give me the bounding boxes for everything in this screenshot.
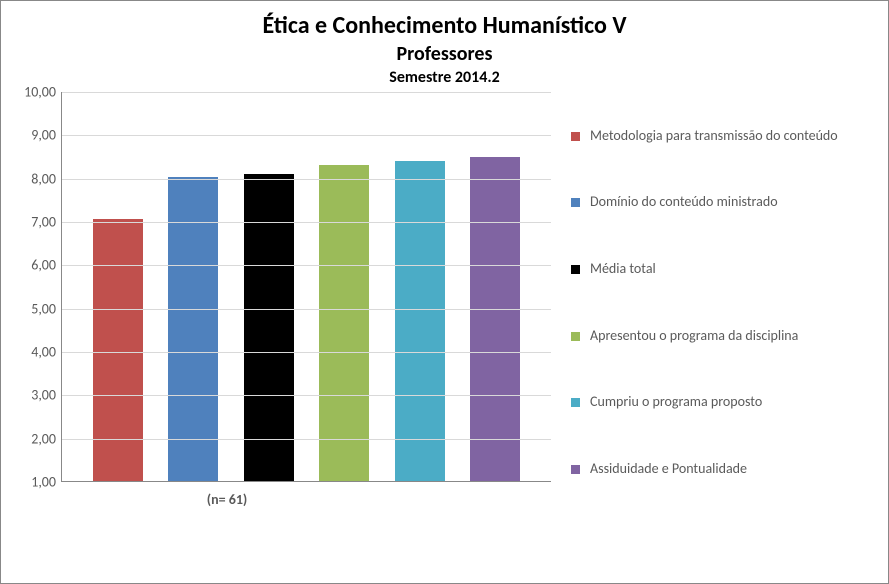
y-tick-label: 10,00 <box>14 84 56 101</box>
gridline <box>62 135 551 136</box>
legend-item: Domínio do conteúdo ministrado <box>571 193 851 211</box>
gridline <box>62 352 551 353</box>
y-tick-label: 9,00 <box>14 127 56 144</box>
y-tick-label: 4,00 <box>14 344 56 361</box>
gridline <box>62 265 551 266</box>
y-tick-label: 8,00 <box>14 170 56 187</box>
gridline <box>62 439 551 440</box>
legend-label: Metodologia para transmissão do conteúdo <box>590 127 838 145</box>
plot-area: 1,002,003,004,005,006,007,008,009,0010,0… <box>61 92 551 482</box>
legend-item: Metodologia para transmissão do conteúdo <box>571 127 851 145</box>
legend-label: Domínio do conteúdo ministrado <box>590 193 778 211</box>
legend-label: Assiduidade e Pontualidade <box>590 460 747 478</box>
legend-swatch <box>571 465 580 474</box>
legend-swatch <box>571 332 580 341</box>
y-tick-label: 1,00 <box>14 474 56 491</box>
bar-0 <box>93 219 143 481</box>
chart-title-sub2: Semestre 2014.2 <box>11 68 878 87</box>
gridline <box>62 222 551 223</box>
x-axis-label: (n= 61) <box>207 491 248 508</box>
bar-5 <box>470 157 520 481</box>
chart-title-sub: Professores <box>11 42 878 66</box>
legend-swatch <box>571 198 580 207</box>
y-tick-label: 7,00 <box>14 214 56 231</box>
chart-titles: Ética e Conhecimento Humanístico V Profe… <box>11 11 878 87</box>
legend-swatch <box>571 265 580 274</box>
plot-area-wrap: 1,002,003,004,005,006,007,008,009,0010,0… <box>11 92 551 512</box>
legend-label: Média total <box>590 260 656 278</box>
gridline <box>62 179 551 180</box>
legend-label: Cumpriu o programa proposto <box>590 393 762 411</box>
legend-swatch <box>571 398 580 407</box>
chart-container: Ética e Conhecimento Humanístico V Profe… <box>0 0 889 584</box>
legend-item: Cumpriu o programa proposto <box>571 393 851 411</box>
bar-2 <box>244 174 294 481</box>
gridline <box>62 395 551 396</box>
y-tick-label: 2,00 <box>14 430 56 447</box>
legend-item: Apresentou o programa da disciplina <box>571 327 851 345</box>
y-tick-label: 3,00 <box>14 387 56 404</box>
bar-3 <box>319 165 369 481</box>
gridline <box>62 92 551 93</box>
legend-item: Média total <box>571 260 851 278</box>
legend: Metodologia para transmissão do conteúdo… <box>551 92 861 512</box>
y-tick-label: 5,00 <box>14 300 56 317</box>
legend-swatch <box>571 132 580 141</box>
chart-title-main: Ética e Conhecimento Humanístico V <box>11 11 878 40</box>
bars-group <box>62 92 551 481</box>
bar-4 <box>395 161 445 481</box>
y-tick-label: 6,00 <box>14 257 56 274</box>
legend-item: Assiduidade e Pontualidade <box>571 460 851 478</box>
legend-label: Apresentou o programa da disciplina <box>590 327 798 345</box>
chart-body: 1,002,003,004,005,006,007,008,009,0010,0… <box>11 92 878 512</box>
gridline <box>62 309 551 310</box>
